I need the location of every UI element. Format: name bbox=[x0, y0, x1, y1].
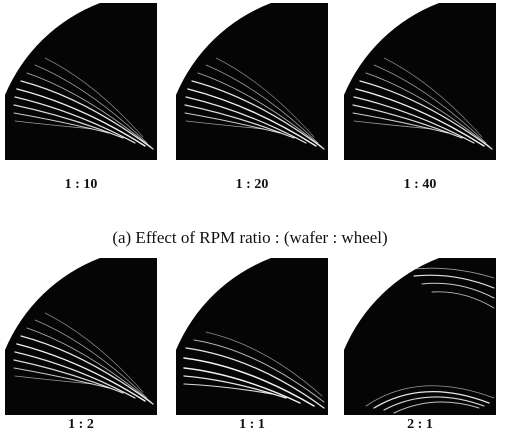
row-2: 1 : 2 1 : 1 2 : 1 bbox=[5, 258, 496, 432]
panel bbox=[344, 258, 496, 415]
panel bbox=[176, 3, 328, 160]
panel-label: 1 : 2 bbox=[68, 417, 94, 432]
panel-label: 1 : 40 bbox=[404, 177, 437, 192]
panel bbox=[5, 258, 157, 415]
panel-label: 2 : 1 bbox=[407, 417, 433, 432]
row-1: 1 : 10 1 : 20 1 : 40 bbox=[5, 3, 496, 192]
panel-label: 1 : 20 bbox=[236, 177, 269, 192]
panel-label: 1 : 10 bbox=[65, 177, 98, 192]
caption: (a) Effect of RPM ratio : (wafer : wheel… bbox=[112, 228, 387, 247]
panel bbox=[176, 258, 328, 415]
panel bbox=[344, 3, 496, 160]
panel-label: 1 : 1 bbox=[239, 417, 265, 432]
panel bbox=[5, 3, 157, 160]
